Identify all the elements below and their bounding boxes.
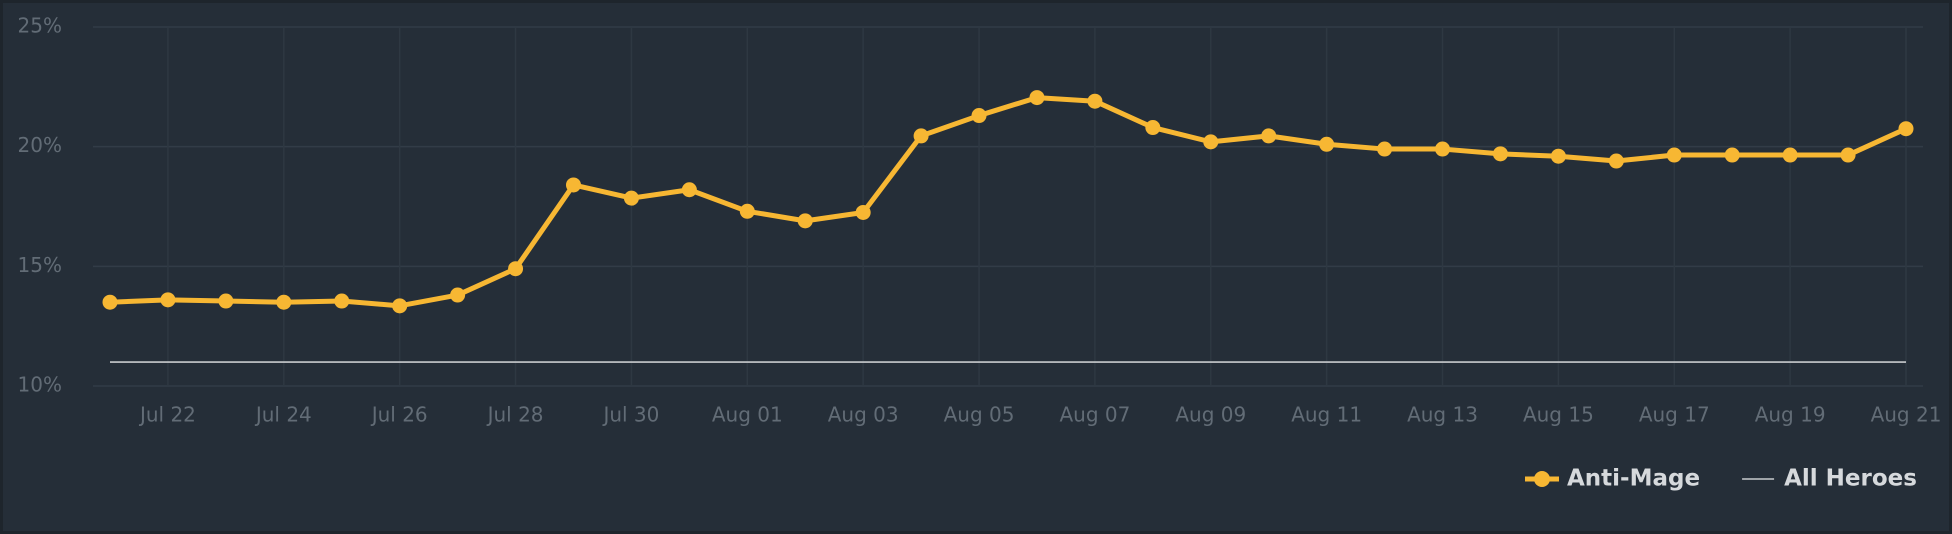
x-tick-label: Aug 15 bbox=[1523, 403, 1594, 427]
legend-label: Anti-Mage bbox=[1567, 466, 1700, 492]
data-point bbox=[1319, 136, 1335, 152]
data-point bbox=[102, 294, 118, 310]
x-tick-label: Aug 17 bbox=[1639, 403, 1710, 427]
data-point bbox=[1435, 141, 1451, 157]
data-point bbox=[1782, 147, 1798, 163]
data-point bbox=[855, 204, 871, 220]
data-point bbox=[623, 190, 639, 206]
data-point bbox=[276, 294, 292, 310]
data-point bbox=[971, 108, 987, 124]
data-point bbox=[1724, 147, 1740, 163]
data-point bbox=[392, 298, 408, 314]
x-tick-label: Jul 26 bbox=[370, 403, 428, 427]
x-tick-label: Aug 11 bbox=[1291, 403, 1362, 427]
data-point bbox=[1203, 134, 1219, 150]
data-point bbox=[1608, 153, 1624, 169]
data-point bbox=[218, 293, 234, 309]
x-tick-label: Aug 21 bbox=[1871, 403, 1942, 427]
y-tick-label: 10% bbox=[18, 373, 62, 397]
legend-marker bbox=[1534, 471, 1550, 487]
data-point bbox=[913, 128, 929, 144]
data-point bbox=[1666, 147, 1682, 163]
data-point bbox=[1550, 148, 1566, 164]
x-tick-label: Aug 05 bbox=[944, 403, 1015, 427]
data-point bbox=[565, 177, 581, 193]
x-tick-label: Jul 28 bbox=[486, 403, 544, 427]
data-point bbox=[797, 213, 813, 229]
x-tick-label: Jul 30 bbox=[601, 403, 659, 427]
data-point bbox=[1898, 121, 1914, 137]
x-tick-label: Aug 09 bbox=[1175, 403, 1246, 427]
y-tick-label: 25% bbox=[18, 14, 62, 38]
data-point bbox=[1087, 93, 1103, 109]
data-point bbox=[508, 261, 524, 277]
data-point bbox=[1377, 141, 1393, 157]
data-point bbox=[1261, 128, 1277, 144]
x-tick-label: Jul 24 bbox=[254, 403, 312, 427]
data-point bbox=[1029, 90, 1045, 106]
data-point bbox=[1145, 120, 1161, 136]
x-tick-label: Aug 01 bbox=[712, 403, 783, 427]
x-tick-label: Jul 22 bbox=[138, 403, 196, 427]
x-tick-label: Aug 13 bbox=[1407, 403, 1478, 427]
x-tick-label: Aug 07 bbox=[1059, 403, 1130, 427]
data-point bbox=[1840, 147, 1856, 163]
series-line bbox=[109, 95, 1908, 309]
x-tick-label: Aug 19 bbox=[1755, 403, 1826, 427]
y-tick-label: 20% bbox=[18, 133, 62, 157]
data-point bbox=[160, 292, 176, 308]
data-point bbox=[450, 287, 466, 303]
data-point bbox=[1492, 146, 1508, 162]
legend-label: All Heroes bbox=[1784, 466, 1917, 492]
y-tick-label: 15% bbox=[18, 253, 62, 277]
data-point bbox=[334, 293, 350, 309]
data-point bbox=[681, 182, 697, 198]
x-tick-label: Aug 03 bbox=[828, 403, 899, 427]
data-point bbox=[739, 203, 755, 219]
